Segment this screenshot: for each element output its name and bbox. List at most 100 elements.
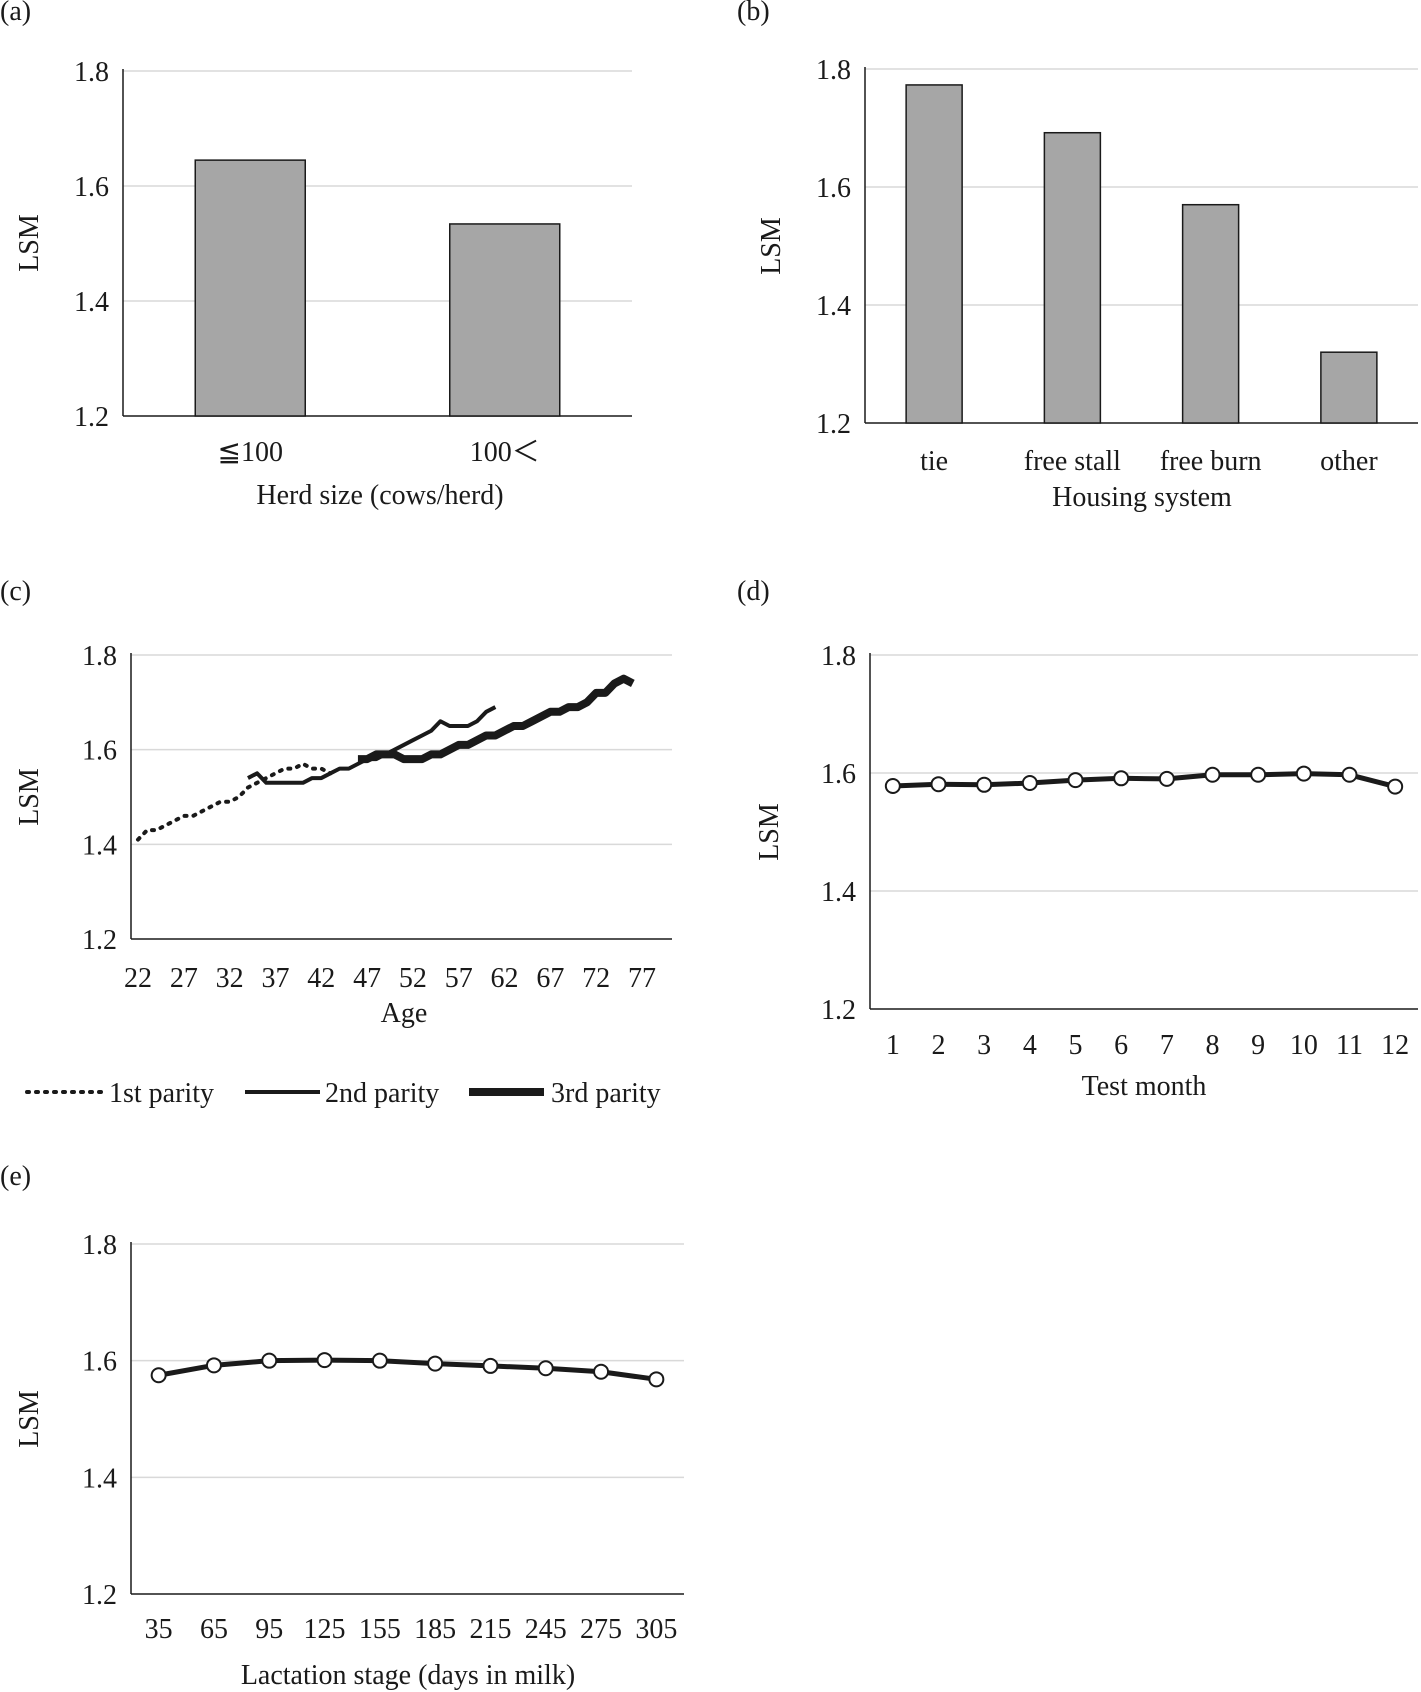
x-axis-title: Herd size (cows/herd) [256, 480, 503, 511]
y-tick-label: 1.6 [82, 1347, 117, 1378]
x-tick-label: free burn [1160, 446, 1262, 477]
x-tick-label: 8 [1206, 1030, 1220, 1061]
data-point [1204, 766, 1221, 783]
x-axis-title: Age [381, 998, 428, 1029]
x-tick-label: 42 [307, 963, 335, 994]
x-tick-label: 305 [635, 1614, 677, 1645]
x-axis-title: Housing system [1052, 482, 1232, 513]
series-line [357, 674, 635, 764]
data-point [593, 1363, 610, 1380]
x-tick-label: 7 [1160, 1030, 1174, 1061]
data-point [205, 1357, 222, 1374]
chart-panel-c: 1.2 1.4 1.6 1.8 (c) LSM Age 22 27 32 37 42 47 52 57 62 6… [0, 576, 672, 1109]
y-axis-title: LSM [756, 217, 787, 275]
panel-label: (d) [737, 576, 770, 607]
data-point [482, 1357, 499, 1374]
x-tick-label: 62 [491, 963, 519, 994]
legend-label: 3rd parity [551, 1078, 661, 1109]
panel-label: (c) [0, 576, 31, 607]
data-point [150, 1367, 167, 1384]
x-tick-label: 72 [582, 963, 610, 994]
data-point [1113, 770, 1130, 787]
y-tick-label: 1.2 [821, 995, 856, 1026]
x-tick-label: free stall [1024, 446, 1121, 477]
y-axis-title: LSM [14, 1390, 45, 1448]
y-tick-label: 1.4 [816, 291, 851, 322]
bar [1181, 203, 1240, 424]
x-tick-label: 215 [469, 1614, 511, 1645]
data-point [427, 1355, 444, 1372]
series-line [892, 771, 1396, 789]
y-tick-label: 1.6 [816, 173, 851, 204]
y-axis-title: LSM [754, 803, 785, 861]
x-tick-label: 125 [304, 1614, 346, 1645]
x-tick-label: 185 [414, 1614, 456, 1645]
bar [449, 223, 561, 417]
data-point [1067, 772, 1084, 789]
x-axis-title: Lactation stage (days in milk) [241, 1660, 575, 1691]
x-axis-title: Test month [1082, 1071, 1207, 1102]
x-tick-label: 12 [1381, 1030, 1409, 1061]
bar [905, 84, 963, 424]
bar [1043, 131, 1102, 424]
data-point [1295, 765, 1312, 782]
x-tick-label: 1 [886, 1030, 900, 1061]
x-tick-label: 3 [977, 1030, 991, 1061]
data-point [976, 776, 993, 793]
data-point [316, 1352, 333, 1369]
bar [194, 159, 306, 417]
y-tick-label: 1.2 [816, 409, 851, 440]
legend-label: 1st parity [109, 1078, 214, 1109]
x-tick-label: 4 [1023, 1030, 1037, 1061]
data-point [537, 1360, 554, 1377]
x-tick-label: 95 [255, 1614, 283, 1645]
y-tick-label: 1.2 [82, 1580, 117, 1611]
data-point [648, 1371, 665, 1388]
y-tick-label: 1.6 [821, 759, 856, 790]
x-tick-label: 275 [580, 1614, 622, 1645]
x-tick-label: 155 [359, 1614, 401, 1645]
x-tick-label: 67 [536, 963, 564, 994]
x-tick-label: 2 [932, 1030, 946, 1061]
y-tick-label: 1.8 [821, 641, 856, 672]
chart-panel-a: 1.2 1.4 1.6 1.8 (a) LSM Herd size (cows/herd) ≦… [0, 0, 632, 511]
x-tick-label: 22 [124, 963, 152, 994]
x-tick-label: 6 [1114, 1030, 1128, 1061]
bar [1320, 351, 1378, 424]
x-tick-label: 65 [200, 1614, 228, 1645]
data-point [1250, 766, 1267, 783]
x-tick-label: 10 [1290, 1030, 1318, 1061]
y-tick-label: 1.4 [74, 287, 109, 318]
x-tick-label: 47 [353, 963, 381, 994]
y-axis-title: LSM [14, 768, 45, 826]
x-tick-label: 27 [170, 963, 198, 994]
y-axis-title: LSM [14, 214, 45, 272]
x-tick-label: other [1320, 446, 1378, 477]
x-tick-label: 77 [628, 963, 656, 994]
data-point [1158, 770, 1175, 787]
y-tick-label: 1.2 [82, 925, 117, 956]
y-tick-label: 1.2 [74, 402, 109, 433]
y-tick-label: 1.4 [821, 877, 856, 908]
x-tick-label: 245 [525, 1614, 567, 1645]
y-tick-label: 1.8 [82, 1230, 117, 1261]
x-tick-label: 35 [145, 1614, 173, 1645]
series-line [158, 1357, 657, 1382]
data-point [261, 1352, 278, 1369]
data-point [884, 777, 901, 794]
data-point [1387, 778, 1404, 795]
y-tick-label: 1.8 [74, 57, 109, 88]
chart-panel-b: 1.2 1.4 1.6 1.8 (b) LSM Housing system tie free … [737, 0, 1418, 513]
y-tick-label: 1.6 [82, 736, 117, 767]
panel-label: (e) [0, 1161, 31, 1192]
x-tick-label: 57 [445, 963, 473, 994]
x-tick-label: 52 [399, 963, 427, 994]
y-tick-label: 1.6 [74, 172, 109, 203]
y-tick-label: 1.4 [82, 1463, 117, 1494]
y-tick-label: 1.4 [82, 830, 117, 861]
panel-label: (b) [737, 0, 770, 27]
data-point [1341, 766, 1358, 783]
x-tick-label: 37 [261, 963, 289, 994]
